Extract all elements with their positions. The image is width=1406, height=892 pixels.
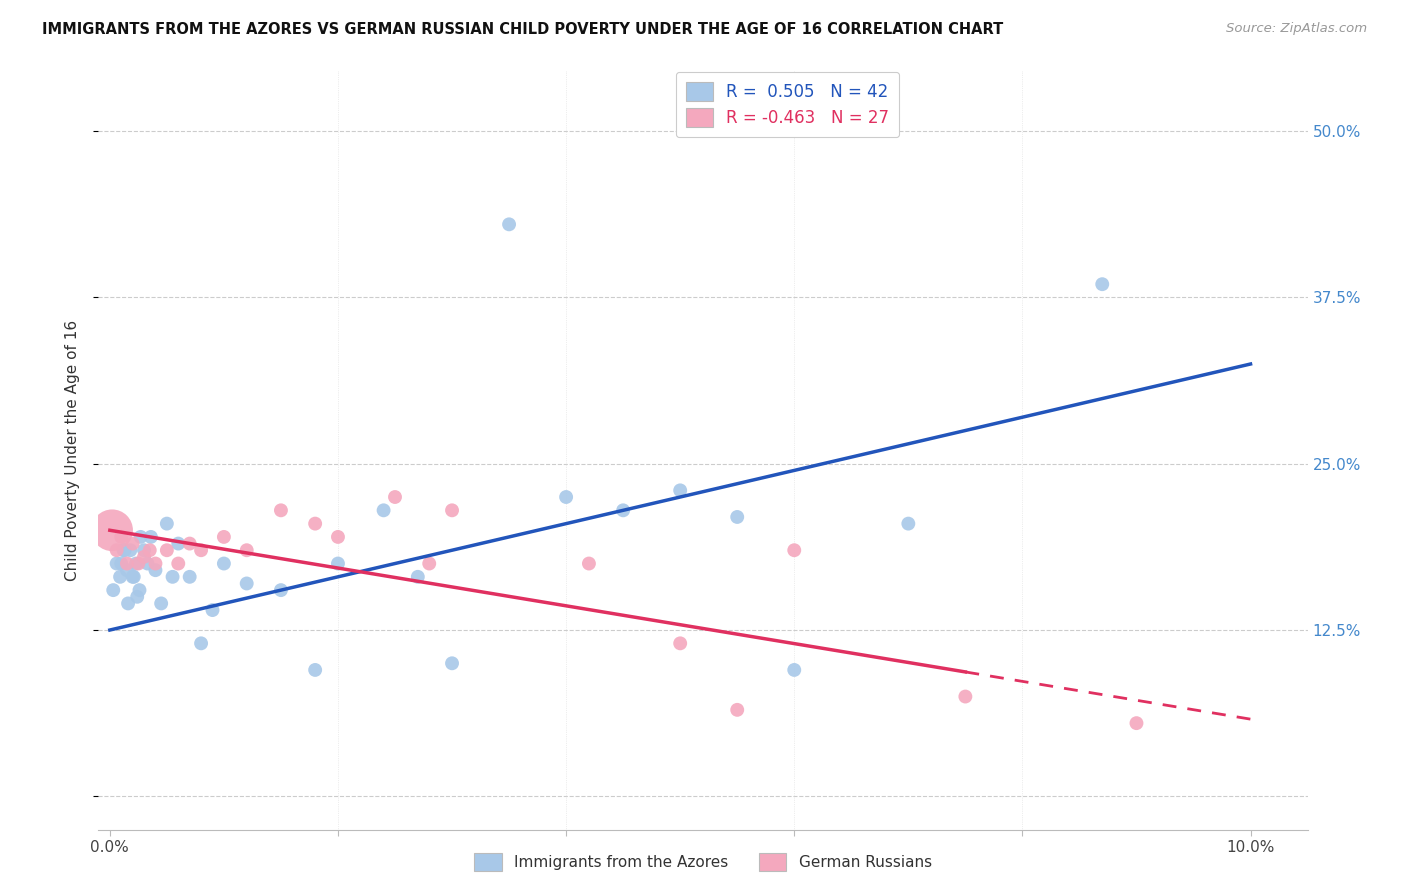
Point [105,543,128,558]
Point [145,557,167,571]
Point [201,603,224,617]
Point [167,557,190,571]
Point [326,557,349,571]
Point [121,536,143,550]
Point [406,570,429,584]
Point [128,583,150,598]
Point [145,563,167,577]
Point [555,490,578,504]
Y-axis label: Child Poverty Under the Age of 16: Child Poverty Under the Age of 16 [65,320,80,581]
Point [1091,277,1114,292]
Point [498,217,520,231]
Point [418,557,440,571]
Point [304,663,326,677]
Point [304,516,326,531]
Point [110,530,132,544]
Point [120,543,142,558]
Point [179,570,201,584]
Point [132,549,155,564]
Point [783,663,806,677]
Point [105,557,128,571]
Point [441,503,464,517]
Point [114,543,136,558]
Point [955,690,977,704]
Legend: Immigrants from the Azores, German Russians: Immigrants from the Azores, German Russi… [468,847,938,877]
Point [139,530,162,544]
Point [150,596,173,610]
Point [384,490,406,504]
Point [179,536,201,550]
Point [127,590,149,604]
Point [212,557,235,571]
Point [122,570,145,584]
Point [108,570,131,584]
Point [235,543,257,558]
Point [190,636,212,650]
Point [1125,716,1147,731]
Point [783,543,806,558]
Point [235,576,257,591]
Point [612,503,634,517]
Point [669,483,692,498]
Point [125,557,148,571]
Point [156,543,179,558]
Point [725,510,748,524]
Point [129,530,152,544]
Point [110,557,132,571]
Point [441,657,464,671]
Text: Source: ZipAtlas.com: Source: ZipAtlas.com [1226,22,1367,36]
Point [669,636,692,650]
Legend: R =  0.505   N = 42, R = -0.463   N = 27: R = 0.505 N = 42, R = -0.463 N = 27 [676,72,900,137]
Point [112,543,135,558]
Point [190,543,212,558]
Text: IMMIGRANTS FROM THE AZORES VS GERMAN RUSSIAN CHILD POVERTY UNDER THE AGE OF 16 C: IMMIGRANTS FROM THE AZORES VS GERMAN RUS… [42,22,1004,37]
Point [167,536,190,550]
Point [373,503,395,517]
Point [117,596,139,610]
Point [725,703,748,717]
Point [127,557,149,571]
Point [115,557,138,571]
Point [139,543,162,558]
Point [270,583,292,598]
Point [897,516,920,531]
Point [101,523,124,537]
Point [121,570,143,584]
Point [132,543,155,558]
Point [156,516,179,531]
Point [578,557,600,571]
Point [212,530,235,544]
Point [115,563,138,577]
Point [103,583,125,598]
Point [162,570,184,584]
Point [270,503,292,517]
Point [326,530,349,544]
Point [136,557,159,571]
